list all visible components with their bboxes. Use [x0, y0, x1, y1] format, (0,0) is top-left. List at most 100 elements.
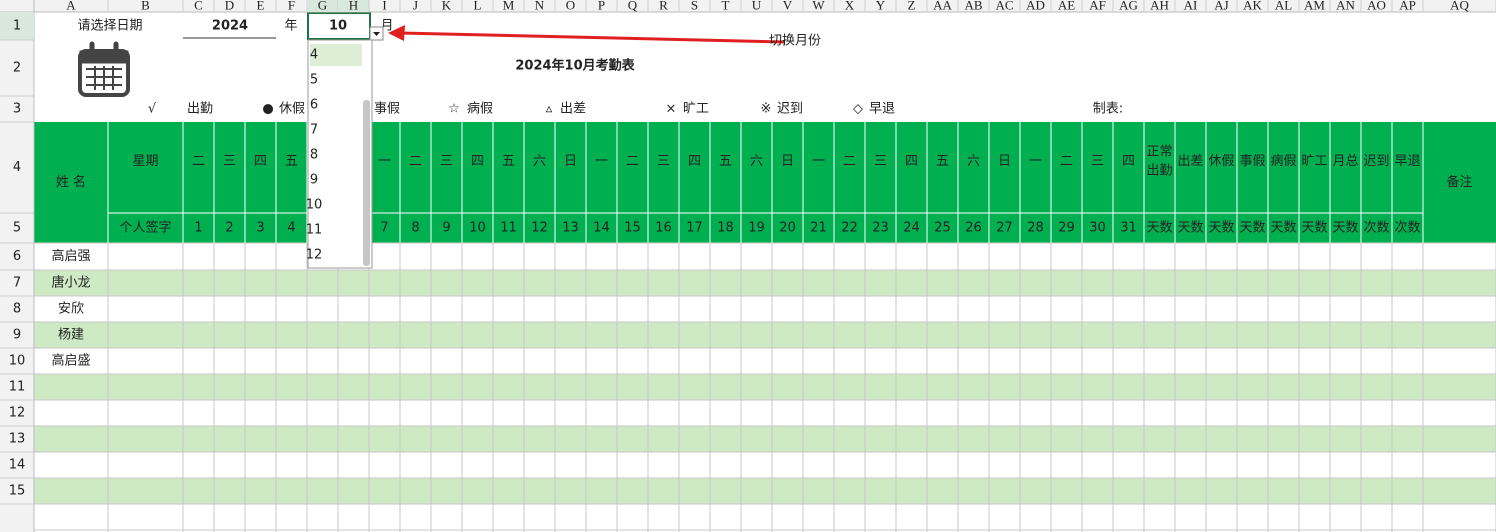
weekday: 日 — [781, 154, 794, 169]
weekday: 二 — [1060, 154, 1073, 169]
column-header: Z — [908, 0, 916, 12]
date-label: 请选择日期 — [77, 19, 142, 34]
row-header: 1 — [13, 19, 21, 34]
legend-symbol: √ — [148, 102, 157, 117]
annotation-arrow — [399, 31, 786, 44]
overlays: 4 5 6 7 8 9 10 11 12 切换月份 — [306, 25, 821, 269]
column-header: AH — [1150, 0, 1169, 12]
day-number: 23 — [872, 221, 889, 236]
weekday: 一 — [595, 154, 608, 169]
column-header: D — [225, 0, 234, 12]
day-number: 20 — [779, 221, 796, 236]
row-header: 11 — [9, 380, 26, 395]
employee-name: 高启盛 — [51, 353, 90, 369]
dropdown-option[interactable]: 12 — [306, 248, 323, 263]
column-header: P — [598, 0, 605, 12]
dropdown-highlight — [310, 44, 362, 66]
column-header: F — [288, 0, 295, 12]
summary-name: 旷工 — [1301, 154, 1327, 169]
prepared-by: 制表: — [1093, 102, 1123, 117]
column-header: O — [566, 0, 575, 12]
employee-name: 唐小龙 — [51, 275, 90, 291]
legend-symbol: ◇ — [853, 102, 863, 117]
legend-label: 休假 — [279, 102, 305, 117]
column-header: R — [659, 0, 668, 12]
row-header: 13 — [9, 432, 26, 447]
row-header: 2 — [13, 61, 21, 76]
weekday: 六 — [750, 154, 763, 169]
column-header: AB — [964, 0, 982, 12]
summary-name: 出勤 — [1146, 164, 1172, 179]
summary-name: 正常 — [1146, 145, 1172, 160]
summary-unit: 天数 — [1301, 221, 1327, 236]
weekday: 四 — [254, 154, 267, 169]
column-header: C — [194, 0, 203, 12]
weekday: 三 — [874, 154, 887, 169]
dropdown-option[interactable]: 6 — [310, 98, 318, 113]
row-header: 4 — [13, 160, 21, 175]
year-value: 2024 — [212, 19, 248, 34]
day-number: 10 — [469, 221, 486, 236]
weekday: 日 — [998, 154, 1011, 169]
column-header: U — [752, 0, 762, 12]
weekday: 三 — [1091, 154, 1104, 169]
column-header: G — [318, 0, 327, 12]
column-header: S — [691, 0, 698, 12]
weekday: 五 — [936, 154, 949, 169]
column-header: A — [66, 0, 76, 12]
summary-name: 病假 — [1270, 154, 1296, 169]
column-header: Q — [628, 0, 638, 12]
legend-label: 出勤 — [187, 102, 213, 117]
day-number: 29 — [1058, 221, 1075, 236]
day-number: 9 — [442, 221, 450, 236]
row-header: 15 — [9, 484, 26, 499]
row-header: 12 — [9, 406, 26, 421]
calendar-band — [79, 50, 129, 64]
row-header: 6 — [13, 249, 21, 264]
weekday: 一 — [378, 154, 391, 169]
day-number: 1 — [194, 221, 202, 236]
weekday: 四 — [688, 154, 701, 169]
row-header-bar — [0, 12, 34, 532]
column-header: AC — [995, 0, 1013, 12]
backgrounds — [34, 122, 1496, 504]
dropdown-list — [307, 39, 373, 269]
column-header: N — [535, 0, 545, 12]
day-number: 30 — [1089, 221, 1106, 236]
dropdown-option[interactable]: 10 — [306, 198, 323, 213]
column-header: AP — [1399, 0, 1416, 12]
weekday: 一 — [1029, 154, 1042, 169]
weekday-header: 星期 — [132, 154, 158, 169]
legend-symbol: ☆ — [448, 102, 460, 117]
summary-name: 迟到 — [1363, 154, 1389, 169]
dropdown-option[interactable]: 5 — [310, 73, 318, 88]
column-header: AI — [1184, 0, 1198, 12]
column-header: AL — [1275, 0, 1292, 12]
day-number: 3 — [256, 221, 264, 236]
legend-label: 迟到 — [777, 102, 803, 117]
column-header: AJ — [1214, 0, 1228, 12]
column-header: K — [442, 0, 452, 12]
weekday: 五 — [502, 154, 515, 169]
row-header: 14 — [9, 458, 26, 473]
dropdown-option[interactable]: 11 — [306, 223, 323, 238]
column-header: I — [382, 0, 386, 12]
weekday: 二 — [843, 154, 856, 169]
row-header: 10 — [9, 354, 26, 369]
weekday: 三 — [223, 154, 236, 169]
dropdown-option[interactable]: 8 — [310, 148, 318, 163]
summary-name: 月总 — [1332, 154, 1358, 169]
summary-name: 早退 — [1394, 154, 1420, 169]
summary-unit: 天数 — [1239, 221, 1265, 236]
summary-unit: 天数 — [1270, 221, 1296, 236]
dropdown-option[interactable]: 7 — [310, 123, 318, 138]
dropdown-option[interactable]: 9 — [310, 173, 318, 188]
row-stripe — [34, 322, 1496, 348]
summary-name: 休假 — [1208, 154, 1234, 169]
dropdown-option[interactable]: 4 — [310, 48, 318, 63]
legend-symbol: ▵ — [546, 102, 553, 117]
